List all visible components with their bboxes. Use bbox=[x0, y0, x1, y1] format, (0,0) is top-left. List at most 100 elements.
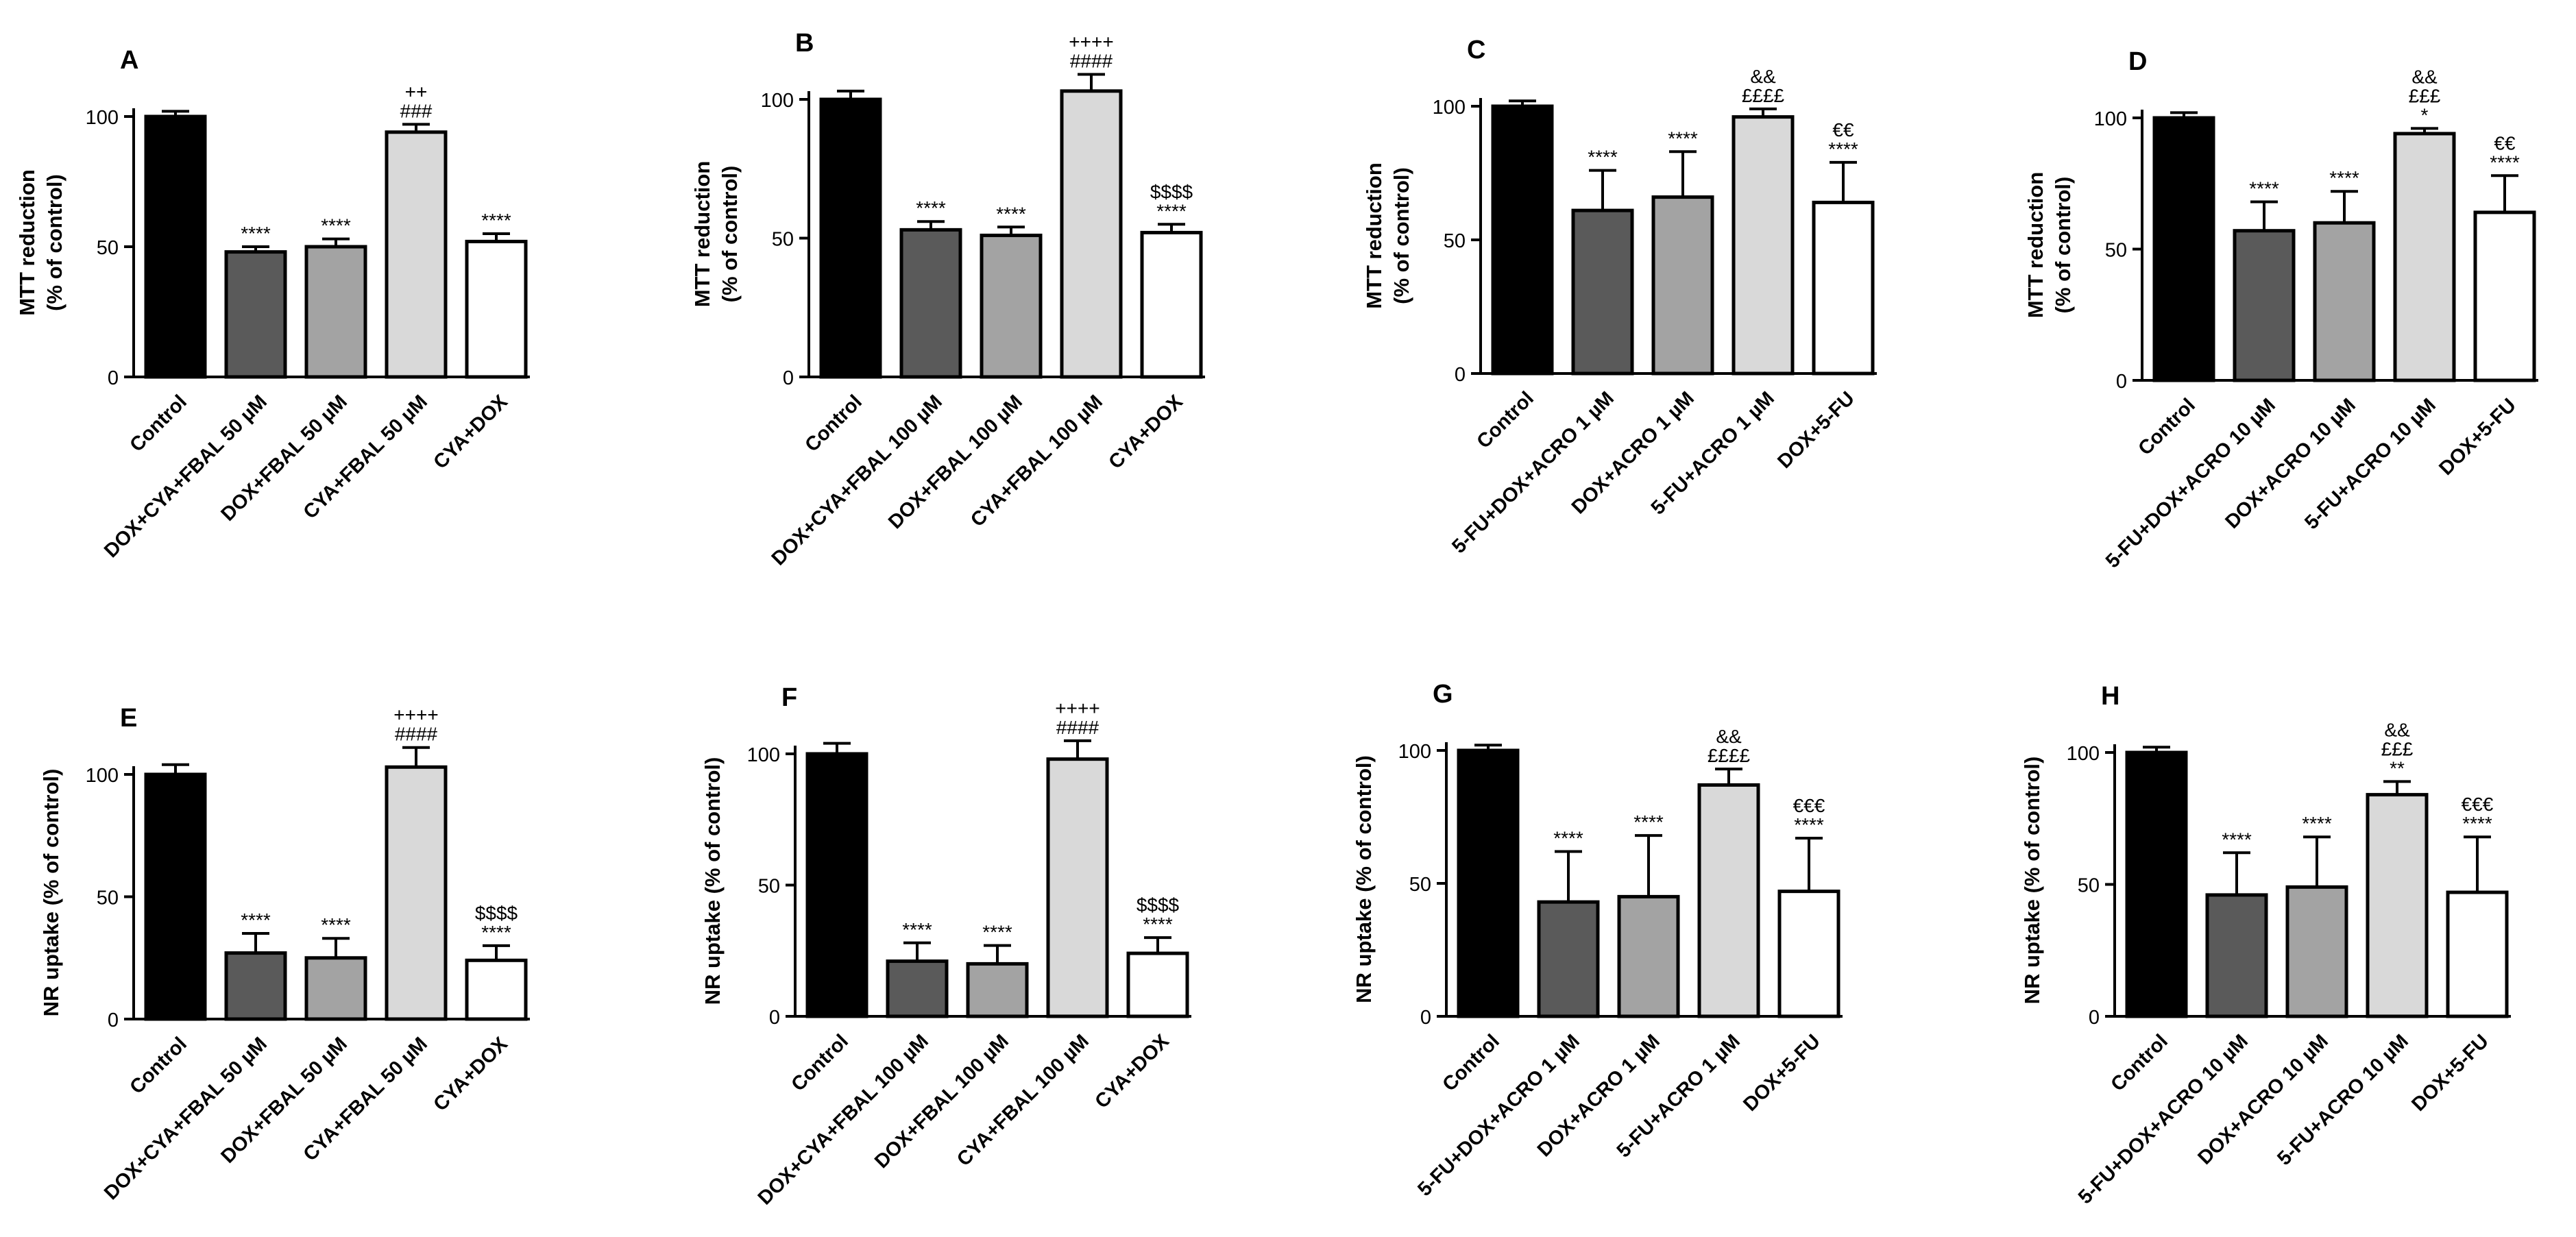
y-tick-label: 0 bbox=[1455, 364, 1466, 386]
significance-label: && bbox=[2384, 719, 2410, 740]
bar bbox=[385, 130, 448, 379]
bar bbox=[980, 233, 1043, 379]
x-tick-label: DOX+CYA+FBAL 100 µM bbox=[754, 1030, 933, 1209]
y-axis-label: (% of control) bbox=[718, 166, 742, 303]
x-tick-label: Control bbox=[2106, 1030, 2172, 1096]
significance-label: ££££ bbox=[1708, 745, 1751, 766]
significance-label: **** bbox=[321, 215, 351, 236]
bar bbox=[819, 97, 882, 379]
significance-label: €€ bbox=[1832, 119, 1854, 140]
y-tick-label: 50 bbox=[97, 887, 119, 909]
y-axis-label: MTT reduction bbox=[690, 161, 714, 308]
significance-label: $$$$ bbox=[475, 903, 518, 924]
significance-label: #### bbox=[395, 724, 438, 745]
bar bbox=[1731, 115, 1795, 376]
chart-panel-a: A 0 50 100 MTT reduction (% of control) Contro… bbox=[15, 46, 530, 562]
x-tick-label: DOX+CYA+FBAL 100 µM bbox=[768, 391, 947, 569]
y-axis-label: NR uptake (% of control) bbox=[701, 757, 725, 1005]
y-tick-label: 100 bbox=[2067, 743, 2100, 765]
significance-label: **** bbox=[1668, 127, 1698, 149]
x-tick-label: 5-FU+ACRO 10 µM bbox=[2273, 1030, 2413, 1170]
y-tick-label: 50 bbox=[2105, 240, 2127, 262]
significance-label: **** bbox=[916, 197, 946, 219]
y-tick-label: 0 bbox=[108, 367, 119, 389]
y-tick-label: 100 bbox=[761, 90, 794, 112]
bar bbox=[1537, 900, 1600, 1018]
y-axis-label: NR uptake (% of control) bbox=[2020, 757, 2044, 1005]
bar bbox=[1060, 89, 1123, 379]
bar bbox=[304, 956, 367, 1021]
significance-label: **** bbox=[481, 922, 511, 943]
y-tick-label: 100 bbox=[86, 765, 119, 787]
x-tick-label: Control bbox=[787, 1030, 853, 1096]
panel-label: E bbox=[120, 704, 137, 733]
bar bbox=[1571, 208, 1634, 376]
y-axis-label: (% of control) bbox=[42, 174, 66, 311]
x-tick-label: CYA+FBAL 100 µM bbox=[967, 391, 1107, 531]
bar bbox=[304, 245, 367, 379]
bar bbox=[1046, 757, 1109, 1018]
x-tick-label: DOX+FBAL 100 µM bbox=[884, 391, 1027, 533]
y-tick-label: 0 bbox=[108, 1009, 119, 1031]
significance-label: £££ bbox=[2381, 738, 2414, 759]
x-tick-label: Control bbox=[801, 391, 866, 456]
bar bbox=[144, 772, 207, 1021]
x-tick-label: 5-FU+DOX+ACRO 10 µM bbox=[2102, 394, 2280, 572]
x-tick-label: CYA+DOX bbox=[1104, 391, 1187, 474]
significance-label: **** bbox=[982, 922, 1012, 943]
y-tick-label: 50 bbox=[772, 229, 794, 251]
x-tick-label: Control bbox=[125, 391, 191, 456]
significance-label: **** bbox=[241, 223, 271, 244]
y-tick-label: 50 bbox=[97, 237, 119, 259]
y-tick-label: 0 bbox=[2116, 371, 2127, 393]
bar bbox=[2473, 210, 2536, 382]
panel-label: H bbox=[2101, 682, 2119, 711]
x-tick-label: DOX+FBAL 100 µM bbox=[871, 1030, 1013, 1173]
bar bbox=[1812, 200, 1875, 376]
significance-label: €€€ bbox=[1793, 795, 1825, 816]
bar bbox=[465, 958, 528, 1021]
bar bbox=[224, 951, 287, 1021]
x-tick-label: Control bbox=[125, 1033, 191, 1099]
significance-label: **** bbox=[996, 203, 1026, 224]
bar bbox=[2152, 116, 2215, 382]
x-tick-label: Control bbox=[2134, 394, 2200, 460]
bar bbox=[385, 765, 448, 1021]
x-tick-label: DOX+ACRO 10 µM bbox=[2194, 1030, 2333, 1169]
significance-label: ++++ bbox=[393, 705, 438, 726]
y-axis-label: MTT reduction bbox=[1362, 162, 1386, 309]
bar bbox=[1651, 195, 1714, 376]
significance-label: $$$$ bbox=[1137, 894, 1180, 916]
bar bbox=[805, 752, 868, 1018]
x-tick-label: DOX+5-FU bbox=[2435, 394, 2520, 480]
significance-label: ++++ bbox=[1069, 32, 1113, 53]
x-tick-label: DOX+5-FU bbox=[2407, 1030, 2493, 1116]
significance-label: **** bbox=[1553, 827, 1583, 848]
bar bbox=[1457, 748, 1520, 1018]
bar bbox=[1697, 783, 1760, 1018]
significance-label: #### bbox=[1056, 717, 1099, 738]
significance-label: **** bbox=[1588, 147, 1618, 168]
x-tick-label: Control bbox=[1472, 387, 1538, 453]
panel-label: D bbox=[2128, 47, 2147, 76]
significance-label: **** bbox=[241, 909, 271, 931]
bar bbox=[1126, 951, 1189, 1018]
y-tick-label: 100 bbox=[1433, 97, 1466, 119]
bar bbox=[966, 962, 1029, 1018]
y-axis-label: (% of control) bbox=[1389, 167, 1413, 304]
significance-label: **** bbox=[2490, 151, 2520, 173]
x-tick-label: DOX+ACRO 10 µM bbox=[2221, 394, 2360, 533]
chart-panel-d: D 0 50 100 MTT reduction (% of control) Contro… bbox=[2024, 47, 2538, 572]
bar bbox=[1617, 894, 1680, 1018]
bar bbox=[144, 114, 207, 379]
bar bbox=[2393, 132, 2456, 382]
significance-label: €€ bbox=[2494, 132, 2516, 154]
bar bbox=[2366, 793, 2429, 1018]
x-tick-label: CYA+DOX bbox=[1091, 1030, 1174, 1113]
bar bbox=[2446, 890, 2509, 1018]
x-tick-label: CYA+DOX bbox=[429, 1033, 512, 1116]
y-tick-label: 0 bbox=[769, 1007, 780, 1029]
y-tick-label: 0 bbox=[783, 367, 794, 389]
